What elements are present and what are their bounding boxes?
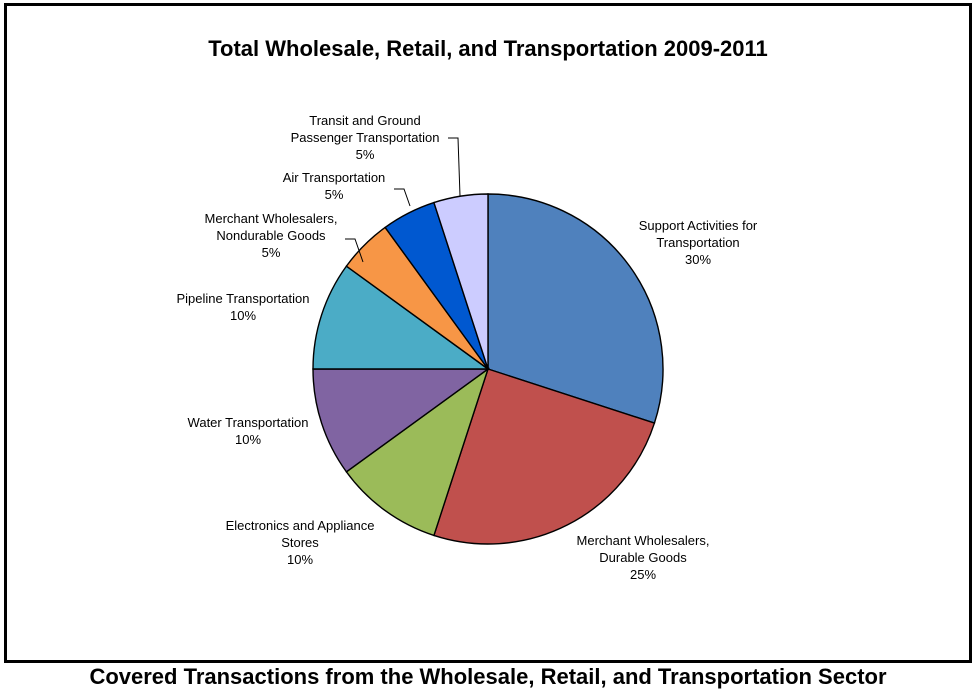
slice-value-label: 5%	[325, 187, 344, 202]
leader-line-8	[448, 137, 461, 197]
leader-line-6	[345, 238, 364, 263]
slice-value-label: 25%	[630, 567, 656, 582]
pie-slice-3	[345, 367, 490, 537]
pie-slice-5	[312, 265, 491, 370]
pie-slice-4	[312, 368, 491, 473]
slice-name-line: Pipeline Transportation	[177, 291, 310, 306]
slice-label-6: Merchant Wholesalers, Nondurable Goods 5%	[205, 211, 338, 260]
slice-name-line: Durable Goods	[599, 550, 687, 565]
chart-caption: Covered Transactions from the Wholesale,…	[89, 664, 887, 689]
slice-name-line: Transportation	[656, 235, 739, 250]
leader-line-7	[394, 188, 411, 207]
slice-label-1: Support Activities for Transportation 30%	[639, 218, 758, 267]
slice-label-4: Water Transportation 10%	[188, 415, 309, 447]
slice-name-line: Merchant Wholesalers,	[205, 211, 338, 226]
slice-value-label: 10%	[287, 552, 313, 567]
slice-name-line: Stores	[281, 535, 319, 550]
slice-value-label: 5%	[262, 245, 281, 260]
slice-value-label: 30%	[685, 252, 711, 267]
slice-name-line: Electronics and Appliance	[226, 518, 375, 533]
pie-slices	[312, 193, 664, 545]
slice-label-8: Transit and Ground Passenger Transportati…	[291, 113, 440, 162]
slice-label-2: Merchant Wholesalers, Durable Goods 25%	[577, 533, 710, 582]
slice-name-line: Air Transportation	[283, 170, 386, 185]
leader-lines	[345, 137, 461, 263]
slice-name-line: Support Activities for	[639, 218, 758, 233]
chart-title: Total Wholesale, Retail, and Transportat…	[208, 36, 768, 61]
slice-name-line: Water Transportation	[188, 415, 309, 430]
slice-label-3: Electronics and Appliance Stores 10%	[226, 518, 375, 567]
pie-slice-2	[433, 368, 656, 545]
slice-name-line: Nondurable Goods	[216, 228, 326, 243]
pie-slice-1	[487, 193, 664, 424]
slice-label-5: Pipeline Transportation 10%	[177, 291, 310, 323]
slice-value-label: 5%	[356, 147, 375, 162]
slice-name-line: Passenger Transportation	[291, 130, 440, 145]
slice-labels: Support Activities for Transportation 30% M…	[177, 113, 758, 582]
slice-value-label: 10%	[230, 308, 256, 323]
slice-value-label: 10%	[235, 432, 261, 447]
slice-label-7: Air Transportation 5%	[283, 170, 386, 202]
slice-name-line: Transit and Ground	[309, 113, 421, 128]
slice-name-line: Merchant Wholesalers,	[577, 533, 710, 548]
pie-chart: Total Wholesale, Retail, and Transportat…	[177, 36, 768, 582]
pie-slice-8	[433, 193, 489, 370]
